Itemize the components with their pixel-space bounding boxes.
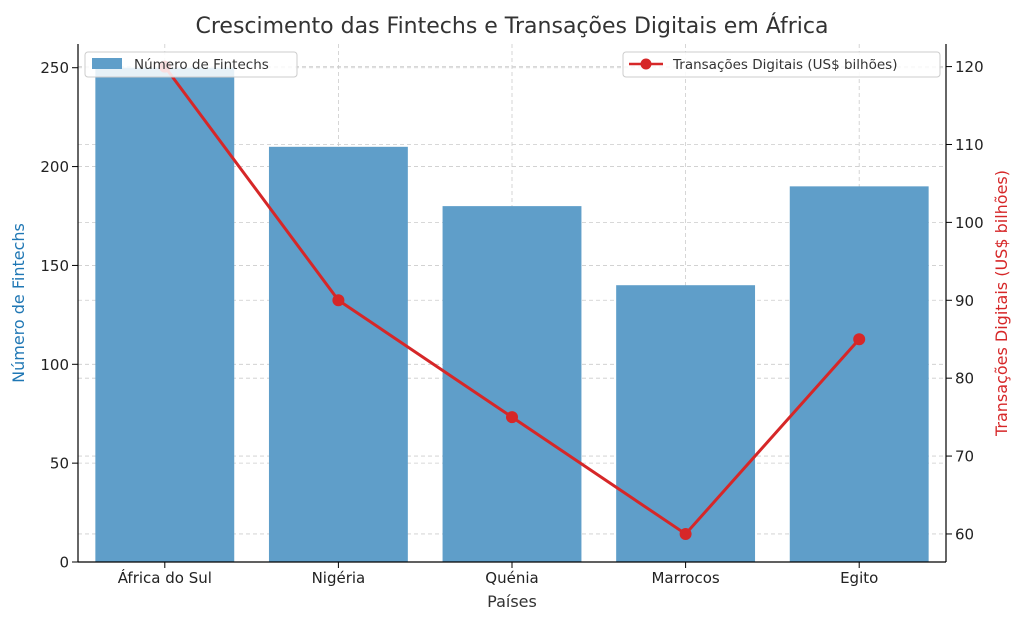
bar-nigeria	[268, 146, 408, 563]
line-point-egito	[853, 333, 866, 346]
right-tick-label: 60	[955, 525, 974, 543]
right-tick-label: 120	[955, 58, 984, 76]
legend-line-label: Transações Digitais (US$ bilhões)	[672, 57, 897, 73]
x-tick-label: África do Sul	[118, 568, 212, 587]
right-tick-label: 110	[955, 136, 984, 154]
x-tick-label: Quénia	[485, 569, 538, 587]
x-tick-label: Nigéria	[312, 569, 366, 587]
x-axis-ticks: África do Sul Nigéria Quénia Marrocos Egito	[118, 562, 878, 587]
bar-quenia	[442, 206, 582, 562]
left-axis-ticks: 0 50 100 150 200 250	[40, 59, 78, 572]
bar-series	[95, 67, 929, 563]
right-tick-label: 80	[955, 370, 974, 388]
x-tick-label: Egito	[840, 569, 878, 587]
chart-title: Crescimento das Fintechs e Transações Di…	[196, 13, 829, 39]
left-tick-label: 250	[40, 59, 69, 77]
right-tick-label: 100	[955, 214, 984, 232]
bar-africa-do-sul	[95, 67, 235, 562]
legend-line-box	[622, 51, 941, 78]
left-tick-label: 0	[59, 554, 69, 572]
left-tick-label: 100	[40, 356, 69, 374]
legend-line: Transações Digitais (US$ bilhões)	[622, 51, 941, 78]
line-point-marrocos	[679, 527, 692, 540]
x-axis-label: Países	[487, 592, 537, 611]
left-tick-label: 200	[40, 158, 69, 176]
legend-bar-label: Número de Fintechs	[134, 57, 269, 73]
right-axis-ticks: 60 70 80 90 100 110 120	[946, 58, 984, 543]
legend-bar: Número de Fintechs	[84, 51, 298, 78]
y-axis-label-right: Transações Digitais (US$ bilhões)	[992, 170, 1011, 437]
right-tick-label: 70	[955, 448, 974, 466]
legend-bar-swatch	[92, 58, 122, 69]
y-axis-label-left: Número de Fintechs	[9, 223, 28, 383]
bar-egito	[789, 186, 929, 563]
legend-bar-box	[84, 51, 298, 78]
legend-line-marker	[640, 58, 652, 70]
line-point-nigeria	[332, 294, 345, 307]
left-tick-label: 50	[50, 455, 69, 473]
right-tick-label: 90	[955, 292, 974, 310]
x-tick-label: Marrocos	[651, 569, 719, 587]
line-point-quenia	[506, 411, 518, 424]
bar-marrocos	[616, 285, 756, 562]
left-tick-label: 150	[40, 257, 69, 275]
